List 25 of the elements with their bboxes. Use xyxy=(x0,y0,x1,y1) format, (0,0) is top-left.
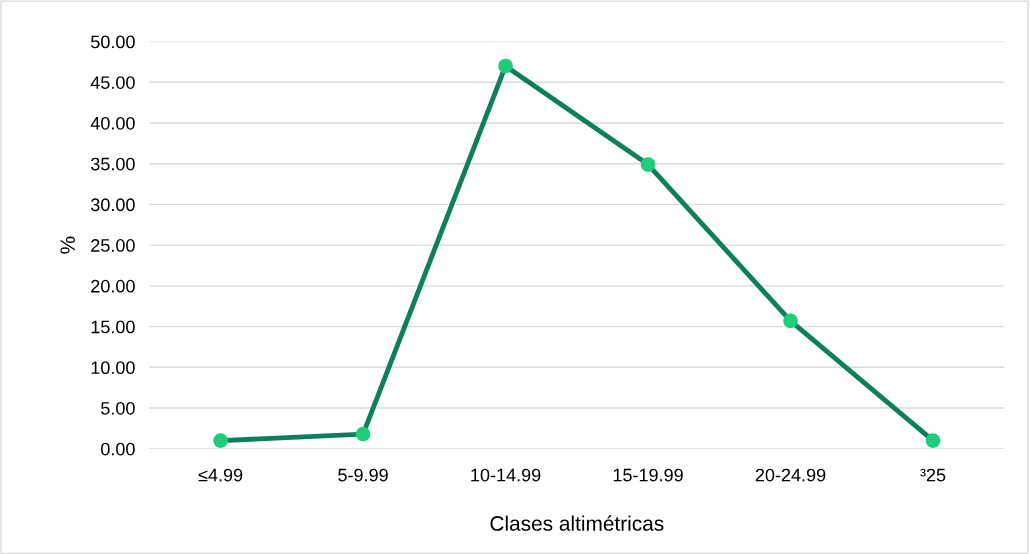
y-tick-label: 25.00 xyxy=(91,239,135,252)
y-tick-label: 30.00 xyxy=(90,198,135,212)
x-tick-label: ³25 xyxy=(920,468,946,482)
y-axis-title: % xyxy=(60,236,75,254)
y-tick-label: 10.00 xyxy=(91,361,135,375)
x-tick-label: 20-24.99 xyxy=(755,468,826,482)
point xyxy=(783,313,798,329)
x-tick-label: 5-9.99 xyxy=(338,468,388,482)
y-tick-label: 45.00 xyxy=(90,76,135,89)
y-tick-label: 40.00 xyxy=(90,116,135,130)
y-tick-label: 50.00 xyxy=(91,35,135,49)
point xyxy=(925,433,941,448)
x-tick-label: 10-14.99 xyxy=(471,468,541,482)
y-tick-label: 15.00 xyxy=(91,320,135,334)
y-tick-label: 0.00 xyxy=(101,442,135,456)
point xyxy=(213,433,228,448)
y-tick-label: 35.00 xyxy=(90,157,135,171)
x-tick-label: ≤4.99 xyxy=(198,468,243,482)
x-tick-label: 15-19.99 xyxy=(613,468,683,482)
point xyxy=(640,157,656,172)
x-axis-title: Clases altimétricas xyxy=(490,515,664,531)
y-tick-label: 5.00 xyxy=(101,401,135,415)
point xyxy=(498,58,513,74)
point xyxy=(355,426,371,442)
y-tick-label: 20.00 xyxy=(91,279,135,293)
